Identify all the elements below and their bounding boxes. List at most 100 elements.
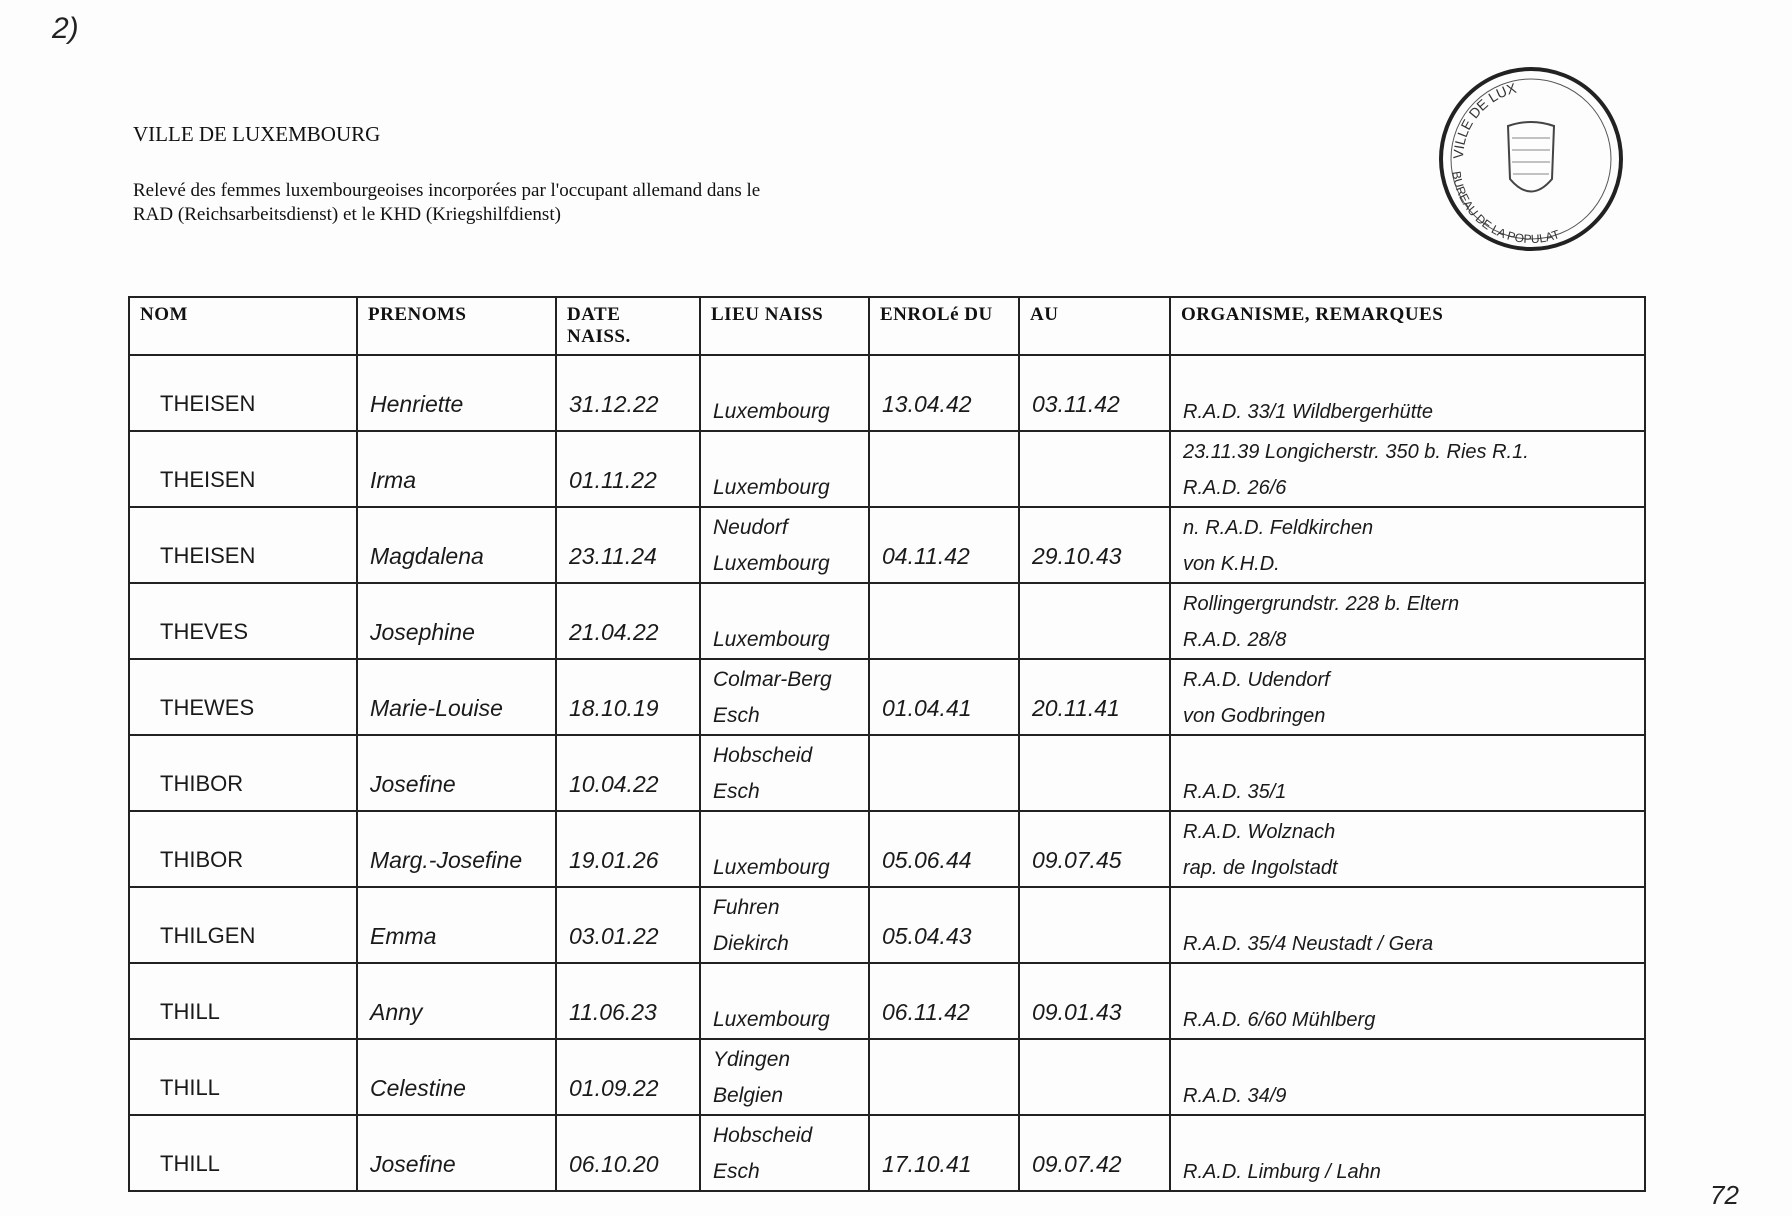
cell-text bbox=[1171, 1040, 1644, 1076]
prenoms-cell: Anny bbox=[356, 962, 557, 1040]
remarques-cell: R.A.D. 33/1 Wildbergerhütte bbox=[1169, 354, 1646, 432]
cell-text: Luxembourg bbox=[713, 400, 830, 423]
au-cell bbox=[1018, 582, 1171, 660]
cell-text bbox=[701, 584, 868, 620]
cell-text bbox=[1020, 584, 1169, 648]
au-cell: 09.07.42 bbox=[1018, 1114, 1171, 1192]
remarques-cell: R.A.D. Udendorf von Godbringen bbox=[1169, 658, 1646, 736]
table-row: THIBOR Marg.-Josefine 19.01.26 Luxembourg 0… bbox=[128, 810, 1646, 888]
cell-text: rap. de Ingolstadt bbox=[1183, 857, 1338, 879]
cell-text: 18.10.19 bbox=[569, 695, 659, 721]
cell-text: R.A.D. Udendorf bbox=[1183, 669, 1330, 691]
enrole-du-cell: 05.06.44 bbox=[868, 810, 1020, 888]
cell-text: 01.09.22 bbox=[569, 1075, 659, 1101]
cell-text bbox=[870, 736, 1018, 800]
cell-text: 09.01.43 bbox=[1032, 999, 1122, 1025]
enrole-du-cell: 06.11.42 bbox=[868, 962, 1020, 1040]
cell-text: 05.06.44 bbox=[882, 847, 972, 873]
cell-text: 09.07.45 bbox=[1032, 847, 1122, 873]
cell-text: Esch bbox=[713, 1160, 760, 1183]
column-header-nom: NOM bbox=[128, 296, 358, 356]
lieu-naiss-cell: Luxembourg bbox=[699, 430, 870, 508]
date-naiss-cell: 23.11.24 bbox=[555, 506, 701, 584]
table-header-row: NOM PRENOMS DATE NAISS. LIEU NAISS ENROL… bbox=[128, 296, 1646, 356]
column-header-date-naiss: DATE NAISS. bbox=[555, 296, 701, 356]
cell-text: R.A.D. 35/4 Neustadt / Gera bbox=[1183, 933, 1434, 955]
nom-cell: THEISEN bbox=[128, 430, 358, 508]
cell-text: Ydingen bbox=[713, 1048, 791, 1071]
cell-text: 31.12.22 bbox=[569, 391, 659, 417]
remarques-cell: 23.11.39 Longicherstr. 350 b. Ries R.1. R… bbox=[1169, 430, 1646, 508]
cell-text bbox=[1171, 1116, 1644, 1152]
date-naiss-cell: 01.09.22 bbox=[555, 1038, 701, 1116]
cell-text: 20.11.41 bbox=[1032, 695, 1120, 721]
au-cell bbox=[1018, 430, 1171, 508]
page-number: 72 bbox=[1710, 1180, 1739, 1210]
enrole-du-cell bbox=[868, 430, 1020, 508]
date-naiss-cell: 06.10.20 bbox=[555, 1114, 701, 1192]
lieu-naiss-cell: Hobscheid Esch bbox=[699, 1114, 870, 1192]
au-cell bbox=[1018, 1038, 1171, 1116]
stamp-bottom-text: BUREAU DE LA POPULAT bbox=[1449, 170, 1562, 246]
table-row: THEISEN Irma 01.11.22 Luxembourg 23.11.39 … bbox=[128, 430, 1646, 508]
column-header-au: AU bbox=[1018, 296, 1171, 356]
cell-text: THEISEN bbox=[160, 391, 256, 416]
cell-text: Magdalena bbox=[370, 543, 484, 569]
cell-text: Josefine bbox=[370, 1151, 456, 1177]
cell-text: 09.07.42 bbox=[1032, 1151, 1122, 1177]
prenoms-cell: Emma bbox=[356, 886, 557, 964]
cell-text bbox=[1171, 888, 1644, 924]
cell-text: 17.10.41 bbox=[882, 1151, 972, 1177]
cell-text: R.A.D. 26/6 bbox=[1183, 477, 1287, 499]
au-cell: 09.01.43 bbox=[1018, 962, 1171, 1040]
cell-text: Marie-Louise bbox=[370, 695, 503, 721]
lieu-naiss-cell: Luxembourg bbox=[699, 962, 870, 1040]
cell-text: 13.04.42 bbox=[882, 391, 972, 417]
cell-text: Colmar-Berg bbox=[713, 668, 832, 691]
cell-text: 23.11.24 bbox=[569, 543, 657, 569]
cell-text: THIBOR bbox=[160, 847, 244, 872]
column-header-enrole-du: ENROLé DU bbox=[868, 296, 1020, 356]
remarques-cell: R.A.D. 6/60 Mühlberg bbox=[1169, 962, 1646, 1040]
nom-cell: THILL bbox=[128, 1038, 358, 1116]
cell-text: n. R.A.D. Feldkirchen bbox=[1183, 517, 1374, 539]
cell-text bbox=[701, 812, 868, 848]
cell-text: Irma bbox=[370, 467, 416, 493]
official-stamp: VILLE DE LUX BUREAU DE LA POPULAT bbox=[1439, 67, 1623, 251]
subtitle-line-1: Relevé des femmes luxembourgeoises incor… bbox=[133, 180, 761, 201]
cell-text bbox=[701, 964, 868, 1000]
cell-text: Henriette bbox=[370, 391, 464, 417]
nom-cell: THILL bbox=[128, 962, 358, 1040]
date-naiss-cell: 18.10.19 bbox=[555, 658, 701, 736]
cell-text: R.A.D. 28/8 bbox=[1183, 629, 1287, 651]
remarques-cell: R.A.D. Limburg / Lahn bbox=[1169, 1114, 1646, 1192]
prenoms-cell: Josefine bbox=[356, 734, 557, 812]
date-naiss-cell: 03.01.22 bbox=[555, 886, 701, 964]
subtitle-line-2: RAD (Reichsarbeitsdienst) et le KHD (Kri… bbox=[133, 204, 561, 225]
women-register-table: NOM PRENOMS DATE NAISS. LIEU NAISS ENROL… bbox=[128, 296, 1646, 1192]
cell-text: 10.04.22 bbox=[569, 771, 659, 797]
remarques-cell: R.A.D. 34/9 bbox=[1169, 1038, 1646, 1116]
nom-cell: THEVES bbox=[128, 582, 358, 660]
date-naiss-cell: 10.04.22 bbox=[555, 734, 701, 812]
cell-text: R.A.D. Wolznach bbox=[1183, 821, 1336, 843]
date-naiss-cell: 21.04.22 bbox=[555, 582, 701, 660]
nom-cell: THEISEN bbox=[128, 354, 358, 432]
remarques-cell: R.A.D. 35/1 bbox=[1169, 734, 1646, 812]
enrole-du-cell bbox=[868, 734, 1020, 812]
cell-text: THIBOR bbox=[160, 771, 244, 796]
cell-text bbox=[1171, 356, 1644, 392]
cell-text: Josephine bbox=[370, 619, 475, 645]
lieu-naiss-cell: Ydingen Belgien bbox=[699, 1038, 870, 1116]
cell-text: Luxembourg bbox=[713, 476, 830, 499]
cell-text bbox=[1171, 964, 1644, 1000]
prenoms-cell: Josefine bbox=[356, 1114, 557, 1192]
lieu-naiss-cell: Luxembourg bbox=[699, 354, 870, 432]
au-cell: 20.11.41 bbox=[1018, 658, 1171, 736]
enrole-du-cell: 01.04.41 bbox=[868, 658, 1020, 736]
cell-text: Fuhren bbox=[713, 896, 780, 919]
corner-mark: 2) bbox=[52, 12, 79, 45]
au-cell bbox=[1018, 734, 1171, 812]
cell-text: R.A.D. 35/1 bbox=[1183, 781, 1287, 803]
